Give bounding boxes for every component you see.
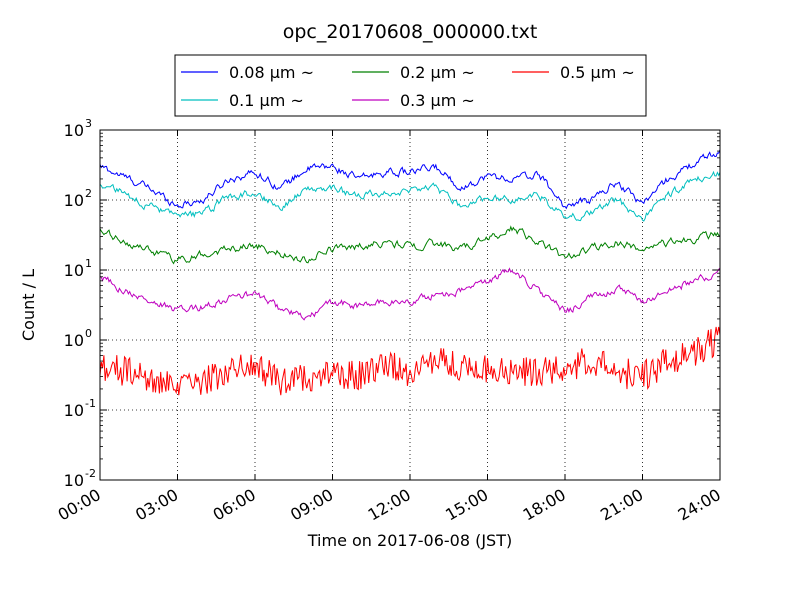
x-tick-label: 03:00 xyxy=(132,485,181,525)
series-line xyxy=(99,225,721,265)
y-tick-label-exponent: 1 xyxy=(85,257,92,270)
y-tick-label-base: 10 xyxy=(64,191,84,210)
legend-label: 0.2 μm ~ xyxy=(400,63,475,82)
y-tick-label-exponent: -1 xyxy=(85,397,96,410)
y-tick-label-exponent: 0 xyxy=(85,327,92,340)
y-tick-label-base: 10 xyxy=(64,471,84,490)
x-tick-label: 09:00 xyxy=(287,485,336,525)
x-tick-labels: 00:00 03:00 06:00 09:00 12:00 15:00 18:00 21:00… xyxy=(55,485,724,525)
x-axis-label: Time on 2017-06-08 (JST) xyxy=(307,531,512,550)
series-line xyxy=(99,267,721,321)
x-tick-label: 24:00 xyxy=(675,485,724,525)
y-tick-label-base: 10 xyxy=(64,261,84,280)
y-tick-label-exponent: 2 xyxy=(85,187,92,200)
x-tick-label: 06:00 xyxy=(210,485,259,525)
grid-lines xyxy=(100,130,720,480)
legend-label: 0.5 μm ~ xyxy=(560,63,635,82)
x-tick-label: 15:00 xyxy=(442,485,491,525)
series-lines xyxy=(99,149,721,396)
legend-frame xyxy=(174,54,647,117)
axis-ticks xyxy=(99,129,721,481)
series-line xyxy=(99,326,721,396)
x-tick-label: 21:00 xyxy=(597,485,646,525)
y-tick-label-base: 10 xyxy=(64,331,84,350)
y-tick-label-exponent: -2 xyxy=(85,467,96,480)
y-axis-label: Count / L xyxy=(19,269,38,341)
chart-title: opc_20170608_000000.txt xyxy=(283,21,538,43)
legend: 0.08 μm ~ 0.1 μm ~ 0.2 μm ~ 0.3 μm ~ 0.5 μm … xyxy=(174,54,647,117)
y-tick-label-exponent: 3 xyxy=(85,117,92,130)
y-tick-label-base: 10 xyxy=(64,121,84,140)
series-line xyxy=(99,149,721,210)
x-tick-label: 18:00 xyxy=(520,485,569,525)
x-tick-label: 12:00 xyxy=(365,485,414,525)
legend-label: 0.08 μm ~ xyxy=(229,63,314,82)
legend-label: 0.3 μm ~ xyxy=(400,91,475,110)
series-line xyxy=(99,170,721,222)
x-tick-label: 00:00 xyxy=(55,485,104,525)
legend-label: 0.1 μm ~ xyxy=(229,91,304,110)
y-tick-label-base: 10 xyxy=(64,401,84,420)
